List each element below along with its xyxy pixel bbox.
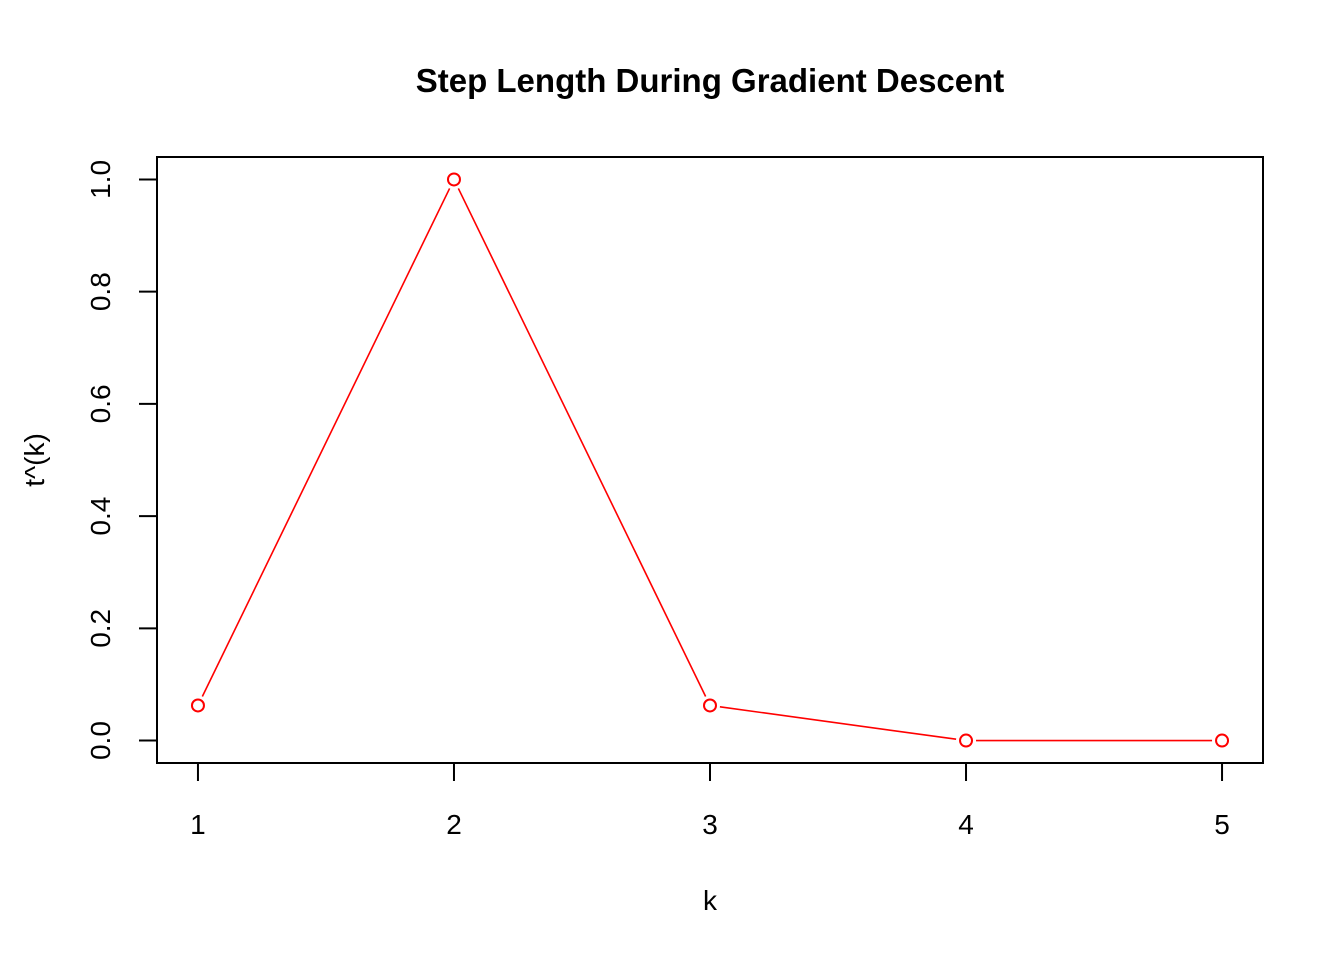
series-line-segment	[457, 188, 707, 697]
series-line-segment	[719, 706, 957, 740]
series-line-segment	[201, 188, 451, 697]
plot-box	[156, 156, 1264, 764]
x-tick-label: 1	[190, 809, 206, 840]
data-point	[190, 698, 205, 713]
y-tick-label: 0.2	[85, 609, 116, 648]
series-layer	[190, 172, 1230, 748]
x-tick-label: 5	[1214, 809, 1230, 840]
data-point	[1215, 733, 1230, 748]
y-axis-label: t^(k)	[19, 433, 50, 487]
data-point	[959, 733, 974, 748]
x-tick-label: 3	[702, 809, 718, 840]
y-tick-label: 0.0	[85, 721, 116, 760]
x-axis-label: k	[703, 885, 718, 916]
axes-layer: 1 2 3 4 5 0.0 0.2 0.4 0.6 0.8 1.0	[85, 160, 1230, 840]
data-point	[446, 172, 461, 187]
y-tick-label: 0.4	[85, 497, 116, 536]
x-tick-label: 2	[446, 809, 462, 840]
y-tick-label: 0.8	[85, 272, 116, 311]
y-tick-label: 1.0	[85, 160, 116, 199]
chart-title: Step Length During Gradient Descent	[416, 62, 1005, 99]
y-tick-label: 0.6	[85, 384, 116, 423]
x-tick-label: 4	[958, 809, 974, 840]
data-point	[703, 698, 717, 713]
